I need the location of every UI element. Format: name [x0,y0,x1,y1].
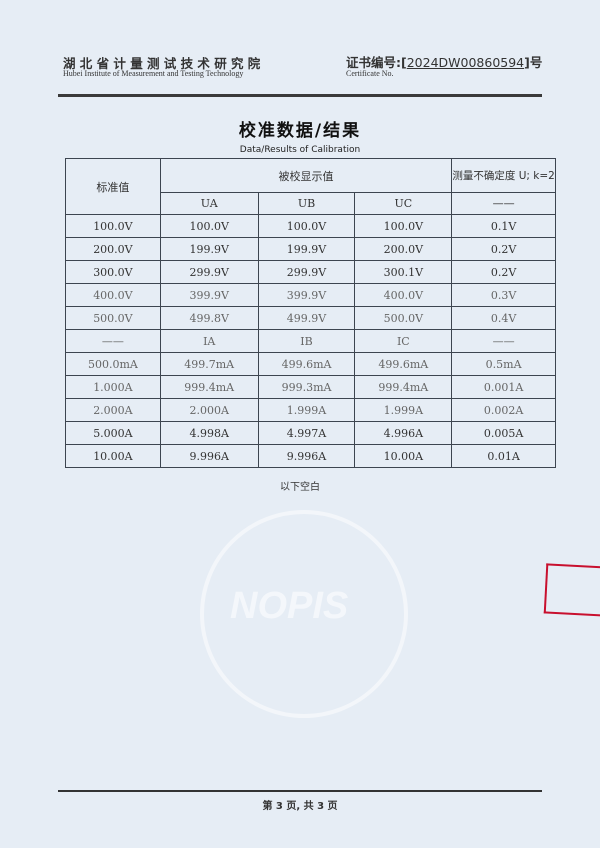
table-row: 300.0V 299.9V 299.9V 300.1V 0.2V [65,260,556,284]
header-divider [58,94,542,97]
header-standard: 标准值 [65,158,161,215]
table-cell: 300.1V [354,260,453,284]
table-row: 1.000A 999.4mA 999.3mA 999.4mA 0.001A [65,375,556,399]
table-cell: 399.9V [159,283,259,307]
table-cell: 299.9V [257,260,356,284]
table-cell: 999.4mA [354,375,453,399]
table-cell: 100.0V [159,214,259,238]
table-cell: 500.0V [65,306,161,330]
table-cell: 2.000A [159,398,259,422]
subheader-ua: UA [159,192,259,215]
table-cell: 0.005A [451,421,556,445]
table-cell: 4.998A [159,421,259,445]
table-row: 100.0V 100.0V 100.0V 100.0V 0.1V [65,214,556,238]
page-title: 校准数据/结果 [238,121,362,141]
table-cell: 499.9V [257,306,356,330]
table-cell: 199.9V [159,237,259,261]
certificate-label-en: Certificate No. [346,69,394,78]
table-cell: 4.996A [354,421,453,445]
table-row: 200.0V 199.9V 199.9V 200.0V 0.2V [65,237,556,261]
table-cell: 500.0V [354,306,453,330]
table-cell: 499.7mA [159,352,259,376]
table-cell: —— [65,329,161,353]
table-cell: 9.996A [159,444,259,468]
table-cell: 1.000A [65,375,161,399]
table-cell: 100.0V [257,214,356,238]
calibration-table: 标准值 被校显示值 测量不确定度 U; k=2 UA UB UC —— 100.… [65,158,556,468]
page-subtitle: Data/Results of Calibration [239,145,361,155]
certificate-label: 证书编号: [346,55,401,70]
subheader-ub: UB [257,192,356,215]
certificate-number-value: 2024DW00860594 [406,55,525,70]
institute-name-en: Hubei Institute of Measurement and Testi… [63,69,244,78]
table-cell: 10.00A [354,444,453,468]
table-cell: 10.00A [65,444,161,468]
table-cell: 400.0V [65,283,161,307]
table-cell: 0.01A [451,444,556,468]
table-cell: 1.999A [354,398,453,422]
certificate-suffix: 号 [529,55,543,70]
subheader-uc: UC [354,192,453,215]
table-cell: 0.001A [451,375,556,399]
blank-below-note: 以下空白 [280,482,320,493]
watermark-circle [200,510,408,718]
table-cell: 4.997A [257,421,356,445]
header-uncertainty: 测量不确定度 U; k=2 [451,158,556,193]
watermark-logo: NOPIS [230,585,349,627]
table-cell: 0.2V [451,260,556,284]
current-subheader-row: —— IA IB IC —— [65,329,556,353]
table-cell: 300.0V [65,260,161,284]
table-cell: IA [159,329,259,353]
table-cell: 100.0V [65,214,161,238]
table-cell: 2.000A [65,398,161,422]
certificate-number: 证书编号:[2024DW00860594]号 [346,55,543,70]
table-cell: 199.9V [257,237,356,261]
table-cell: 200.0V [354,237,453,261]
table-cell: 9.996A [257,444,356,468]
table-row: 10.00A 9.996A 9.996A 10.00A 0.01A [65,444,556,468]
table-cell: 0.2V [451,237,556,261]
table-cell: 999.4mA [159,375,259,399]
table-cell: 499.6mA [354,352,453,376]
footer-divider [58,790,542,792]
table-cell: 0.002A [451,398,556,422]
institute-name-cn: 湖北省计量测试技术研究院 [63,56,265,71]
table-cell: 0.3V [451,283,556,307]
table-cell: 200.0V [65,237,161,261]
table-cell: 100.0V [354,214,453,238]
table-cell: 0.1V [451,214,556,238]
table-cell: 499.8V [159,306,259,330]
table-cell: 999.3mA [257,375,356,399]
table-cell: —— [451,329,556,353]
table-row: 5.000A 4.998A 4.997A 4.996A 0.005A [65,421,556,445]
table-cell: 299.9V [159,260,259,284]
header-displayed: 被校显示值 [159,158,453,193]
subheader-dash: —— [451,192,556,215]
table-cell: 499.6mA [257,352,356,376]
table-cell: IC [354,329,453,353]
table-cell: 0.4V [451,306,556,330]
table-row: 2.000A 2.000A 1.999A 1.999A 0.002A [65,398,556,422]
table-cell: 400.0V [354,283,453,307]
table-row: 500.0mA 499.7mA 499.6mA 499.6mA 0.5mA [65,352,556,376]
table-cell: 500.0mA [65,352,161,376]
table-cell: 5.000A [65,421,161,445]
official-seal [543,563,600,617]
table-row: 500.0V 499.8V 499.9V 500.0V 0.4V [65,306,556,330]
page-number: 第 3 页, 共 3 页 [262,801,338,812]
table-row: 400.0V 399.9V 399.9V 400.0V 0.3V [65,283,556,307]
table-cell: 399.9V [257,283,356,307]
table-cell: 0.5mA [451,352,556,376]
table-cell: 1.999A [257,398,356,422]
table-cell: IB [257,329,356,353]
